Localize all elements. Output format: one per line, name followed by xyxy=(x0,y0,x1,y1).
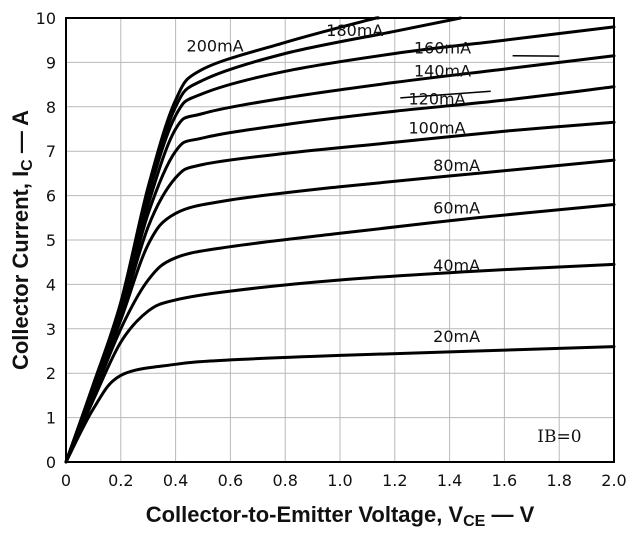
curve-label-20ma: 20mA xyxy=(433,327,480,346)
y-tick-label: 3 xyxy=(46,320,56,339)
series-line-60ma xyxy=(64,203,616,464)
label-leader-line xyxy=(400,90,491,99)
x-tick-label: 1.8 xyxy=(546,471,571,490)
curve-label-60ma: 60mA xyxy=(433,198,480,217)
y-axis-title-main: Collector Current, I xyxy=(8,171,33,370)
y-tick-label: 9 xyxy=(46,53,56,72)
curve-label-180ma: 180mA xyxy=(326,21,383,40)
y-tick-label: 2 xyxy=(46,364,56,383)
curve-label-140ma: 140mA xyxy=(414,62,471,81)
x-axis-title-sub: CE xyxy=(463,513,486,530)
x-axis-title-main: Collector-to-Emitter Voltage, V xyxy=(146,502,464,527)
curve-label-160ma: 160mA xyxy=(414,39,471,58)
y-tick-label: 8 xyxy=(46,98,56,117)
series-line-200ma xyxy=(64,16,380,464)
x-tick-label: 0.6 xyxy=(218,471,243,490)
x-tick-label: 1.2 xyxy=(382,471,407,490)
x-tick-label: 0.8 xyxy=(272,471,297,490)
y-tick-label: 1 xyxy=(46,409,56,428)
x-axis-title: Collector-to-Emitter Voltage, VCE — V xyxy=(146,502,535,530)
y-tick-label: 7 xyxy=(46,142,56,161)
y-tick-label: 10 xyxy=(36,9,56,28)
x-tick-label: 0 xyxy=(61,471,71,490)
curve-label-200ma: 200mA xyxy=(187,36,244,55)
x-tick-label: 2.0 xyxy=(601,471,626,490)
curve-labels: 200mA 180mA 160mA 140mA 120mA 100mA 80mA 60mA 40… xyxy=(187,21,481,346)
x-tick-label: 1.4 xyxy=(437,471,462,490)
y-tick-label: 5 xyxy=(46,231,56,250)
curves xyxy=(64,16,616,464)
curve-label-120ma: 120mA xyxy=(409,90,466,109)
curve-label-40ma: 40mA xyxy=(433,256,480,275)
ib-zero-annotation: IB=0 xyxy=(537,427,581,447)
curve-label-100ma: 100mA xyxy=(409,118,466,137)
x-tick-label: 0.4 xyxy=(163,471,188,490)
y-axis-title: Collector Current, IC — A xyxy=(8,110,36,370)
label-leaders xyxy=(400,54,560,99)
y-tick-label: 6 xyxy=(46,187,56,206)
curve-label-80ma: 80mA xyxy=(433,156,480,175)
y-axis-title-unit: — A xyxy=(8,110,33,159)
grid xyxy=(66,18,614,462)
x-tick-label: 0.2 xyxy=(108,471,133,490)
series-line-20ma xyxy=(64,345,616,464)
y-tick-label: 4 xyxy=(46,275,56,294)
x-tick-label: 1.0 xyxy=(327,471,352,490)
y-tick-label: 0 xyxy=(46,453,56,472)
x-tick-label: 1.6 xyxy=(492,471,517,490)
y-axis-title-sub: C xyxy=(19,159,36,171)
x-axis-title-unit: — V xyxy=(485,502,534,527)
y-tick-labels: 0 1 2 3 4 5 6 7 8 9 10 xyxy=(36,9,56,472)
x-tick-labels: 0 0.2 0.4 0.6 0.8 1.0 1.2 1.4 1.6 1.8 2.0 xyxy=(61,471,627,490)
series-line-40ma xyxy=(64,262,616,464)
plot-frame xyxy=(65,17,615,463)
